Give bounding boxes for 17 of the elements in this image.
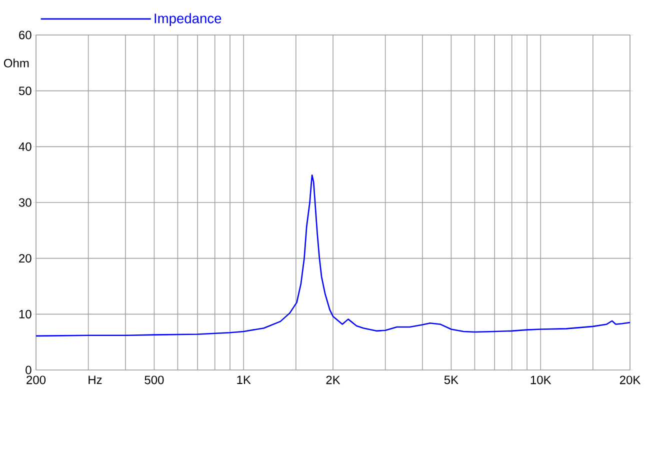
x-tick-label: 10K xyxy=(530,376,552,384)
x-tick-label: 200 xyxy=(26,376,46,384)
y-tick-label: 20 xyxy=(19,254,32,263)
x-axis-title: Hz xyxy=(88,376,102,384)
x-tick-label: 20K xyxy=(620,376,641,384)
y-axis-title: Ohm xyxy=(4,58,29,68)
text: Impedance xyxy=(154,13,222,26)
y-tick-label: 60 xyxy=(19,30,32,40)
y-tick-label: 0 xyxy=(26,366,32,374)
x-tick-label: 1K xyxy=(237,376,251,384)
y-tick-label: 50 xyxy=(18,86,32,96)
y-tick-label: 30 xyxy=(18,198,32,207)
x-tick-label: 2K xyxy=(326,376,340,384)
x-tick-label: 5K xyxy=(444,376,458,384)
x-tick-label: 500 xyxy=(144,376,164,384)
y-tick-label: 40 xyxy=(18,142,32,151)
y-tick-label: 10 xyxy=(19,310,32,318)
